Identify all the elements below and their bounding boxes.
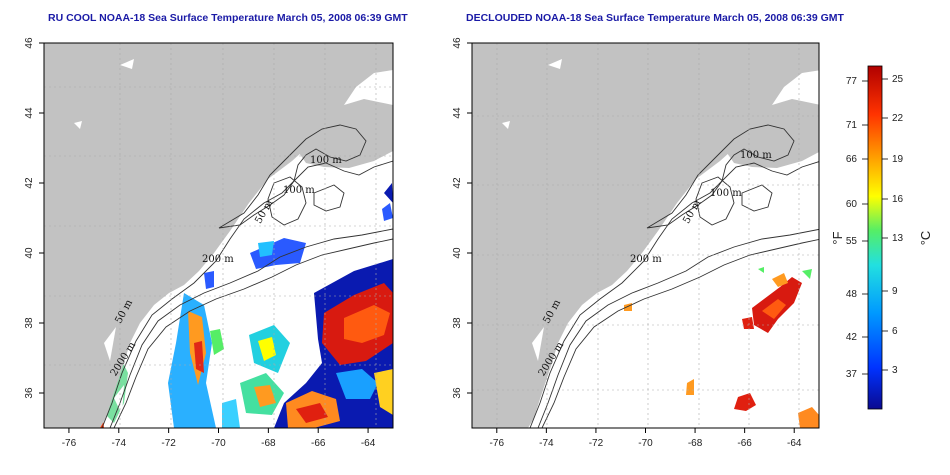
lat-tick-label-right: 46 [452, 37, 463, 49]
contour-label-100m-upper-right: 100 m [740, 150, 772, 161]
lon-tick-label-right: -66 [737, 438, 752, 449]
axes-left: -76 -74 -72 -70 -68 -66 -64 36 38 40 42 44 46 [24, 37, 376, 449]
colorbar-unit-celsius: °C [918, 231, 933, 246]
lon-tick-label-right: -64 [787, 438, 802, 449]
lat-tick-label-left: 36 [24, 387, 35, 399]
lon-tick-label-right: -68 [688, 438, 703, 449]
colorbar-celsius-label: 13 [892, 233, 904, 244]
colorbar-unit-fahrenheit: °F [830, 231, 845, 244]
contour-label-100m-upper-left: 100 m [310, 155, 342, 166]
colorbar-fahrenheit-label: 42 [846, 332, 858, 343]
contour-label-200m-right: 200 m [630, 254, 662, 265]
contour-label-100m-mid-right: 100 m [710, 188, 742, 199]
lat-tick-label-right: 36 [452, 387, 463, 399]
lon-tick-label-left: -76 [62, 438, 77, 449]
colorbar-celsius-label: 19 [892, 154, 904, 165]
grid-right [472, 43, 819, 428]
right-map: 100 m 100 m 50 m 200 m 50 m 2000 m -76 -7… [452, 37, 820, 449]
lon-tick-label-left: -72 [161, 438, 176, 449]
colorbar-celsius-label: 9 [892, 286, 898, 297]
colorbar-celsius-label: 3 [892, 365, 898, 376]
colorbar-celsius-label: 22 [892, 113, 904, 124]
lon-tick-label-left: -74 [112, 438, 127, 449]
lat-tick-label-right: 38 [452, 317, 463, 329]
lon-tick-label-left: -66 [311, 438, 326, 449]
lat-tick-label-left: 46 [24, 37, 35, 49]
colorbar: 77 71 66 60 55 48 42 37 25 22 19 16 13 9 6 3 °F °C [830, 65, 933, 410]
lon-tick-label-left: -64 [361, 438, 376, 449]
lat-tick-label-right: 42 [452, 177, 463, 189]
lon-tick-label-right: -70 [638, 438, 653, 449]
lon-tick-label-right: -72 [589, 438, 604, 449]
colorbar-labels: 77 71 66 60 55 48 42 37 25 22 19 16 13 9 6 3 [846, 74, 904, 380]
colorbar-fahrenheit-label: 37 [846, 369, 858, 380]
right-map-title: DECLOUDED NOAA-18 Sea Surface Temperatur… [466, 12, 844, 24]
lon-tick-label-left: -70 [211, 438, 226, 449]
lat-tick-label-left: 40 [24, 247, 35, 259]
lat-tick-label-right: 44 [452, 107, 463, 119]
colorbar-fahrenheit-label: 55 [846, 236, 858, 247]
colorbar-fahrenheit-label: 66 [846, 154, 858, 165]
lon-tick-label-left: -68 [261, 438, 276, 449]
colorbar-fahrenheit-label: 77 [846, 76, 858, 87]
colorbar-gradient [867, 65, 883, 410]
colorbar-celsius-label: 6 [892, 326, 898, 337]
left-map: 100 m 100 m 50 m 200 m 50 m 2000 m -76 -7… [24, 37, 394, 449]
colorbar-fahrenheit-label: 60 [846, 199, 858, 210]
lat-tick-label-left: 42 [24, 177, 35, 189]
lon-tick-label-right: -74 [539, 438, 554, 449]
colorbar-celsius-label: 25 [892, 74, 904, 85]
axes-right: -76 -74 -72 -70 -68 -66 -64 36 38 40 42 44 46 [452, 37, 802, 449]
colorbar-fahrenheit-label: 48 [846, 289, 858, 300]
contour-label-100m-mid-left: 100 m [283, 185, 315, 196]
lat-tick-label-left: 44 [24, 107, 35, 119]
lon-tick-label-right: -76 [490, 438, 505, 449]
colorbar-fahrenheit-label: 71 [846, 120, 858, 131]
grid-left [44, 43, 393, 428]
left-map-title: RU COOL NOAA-18 Sea Surface Temperature … [48, 12, 408, 24]
contour-label-200m-left: 200 m [202, 254, 234, 265]
lat-tick-label-right: 40 [452, 247, 463, 259]
lat-tick-label-left: 38 [24, 317, 35, 329]
colorbar-celsius-label: 16 [892, 194, 904, 205]
